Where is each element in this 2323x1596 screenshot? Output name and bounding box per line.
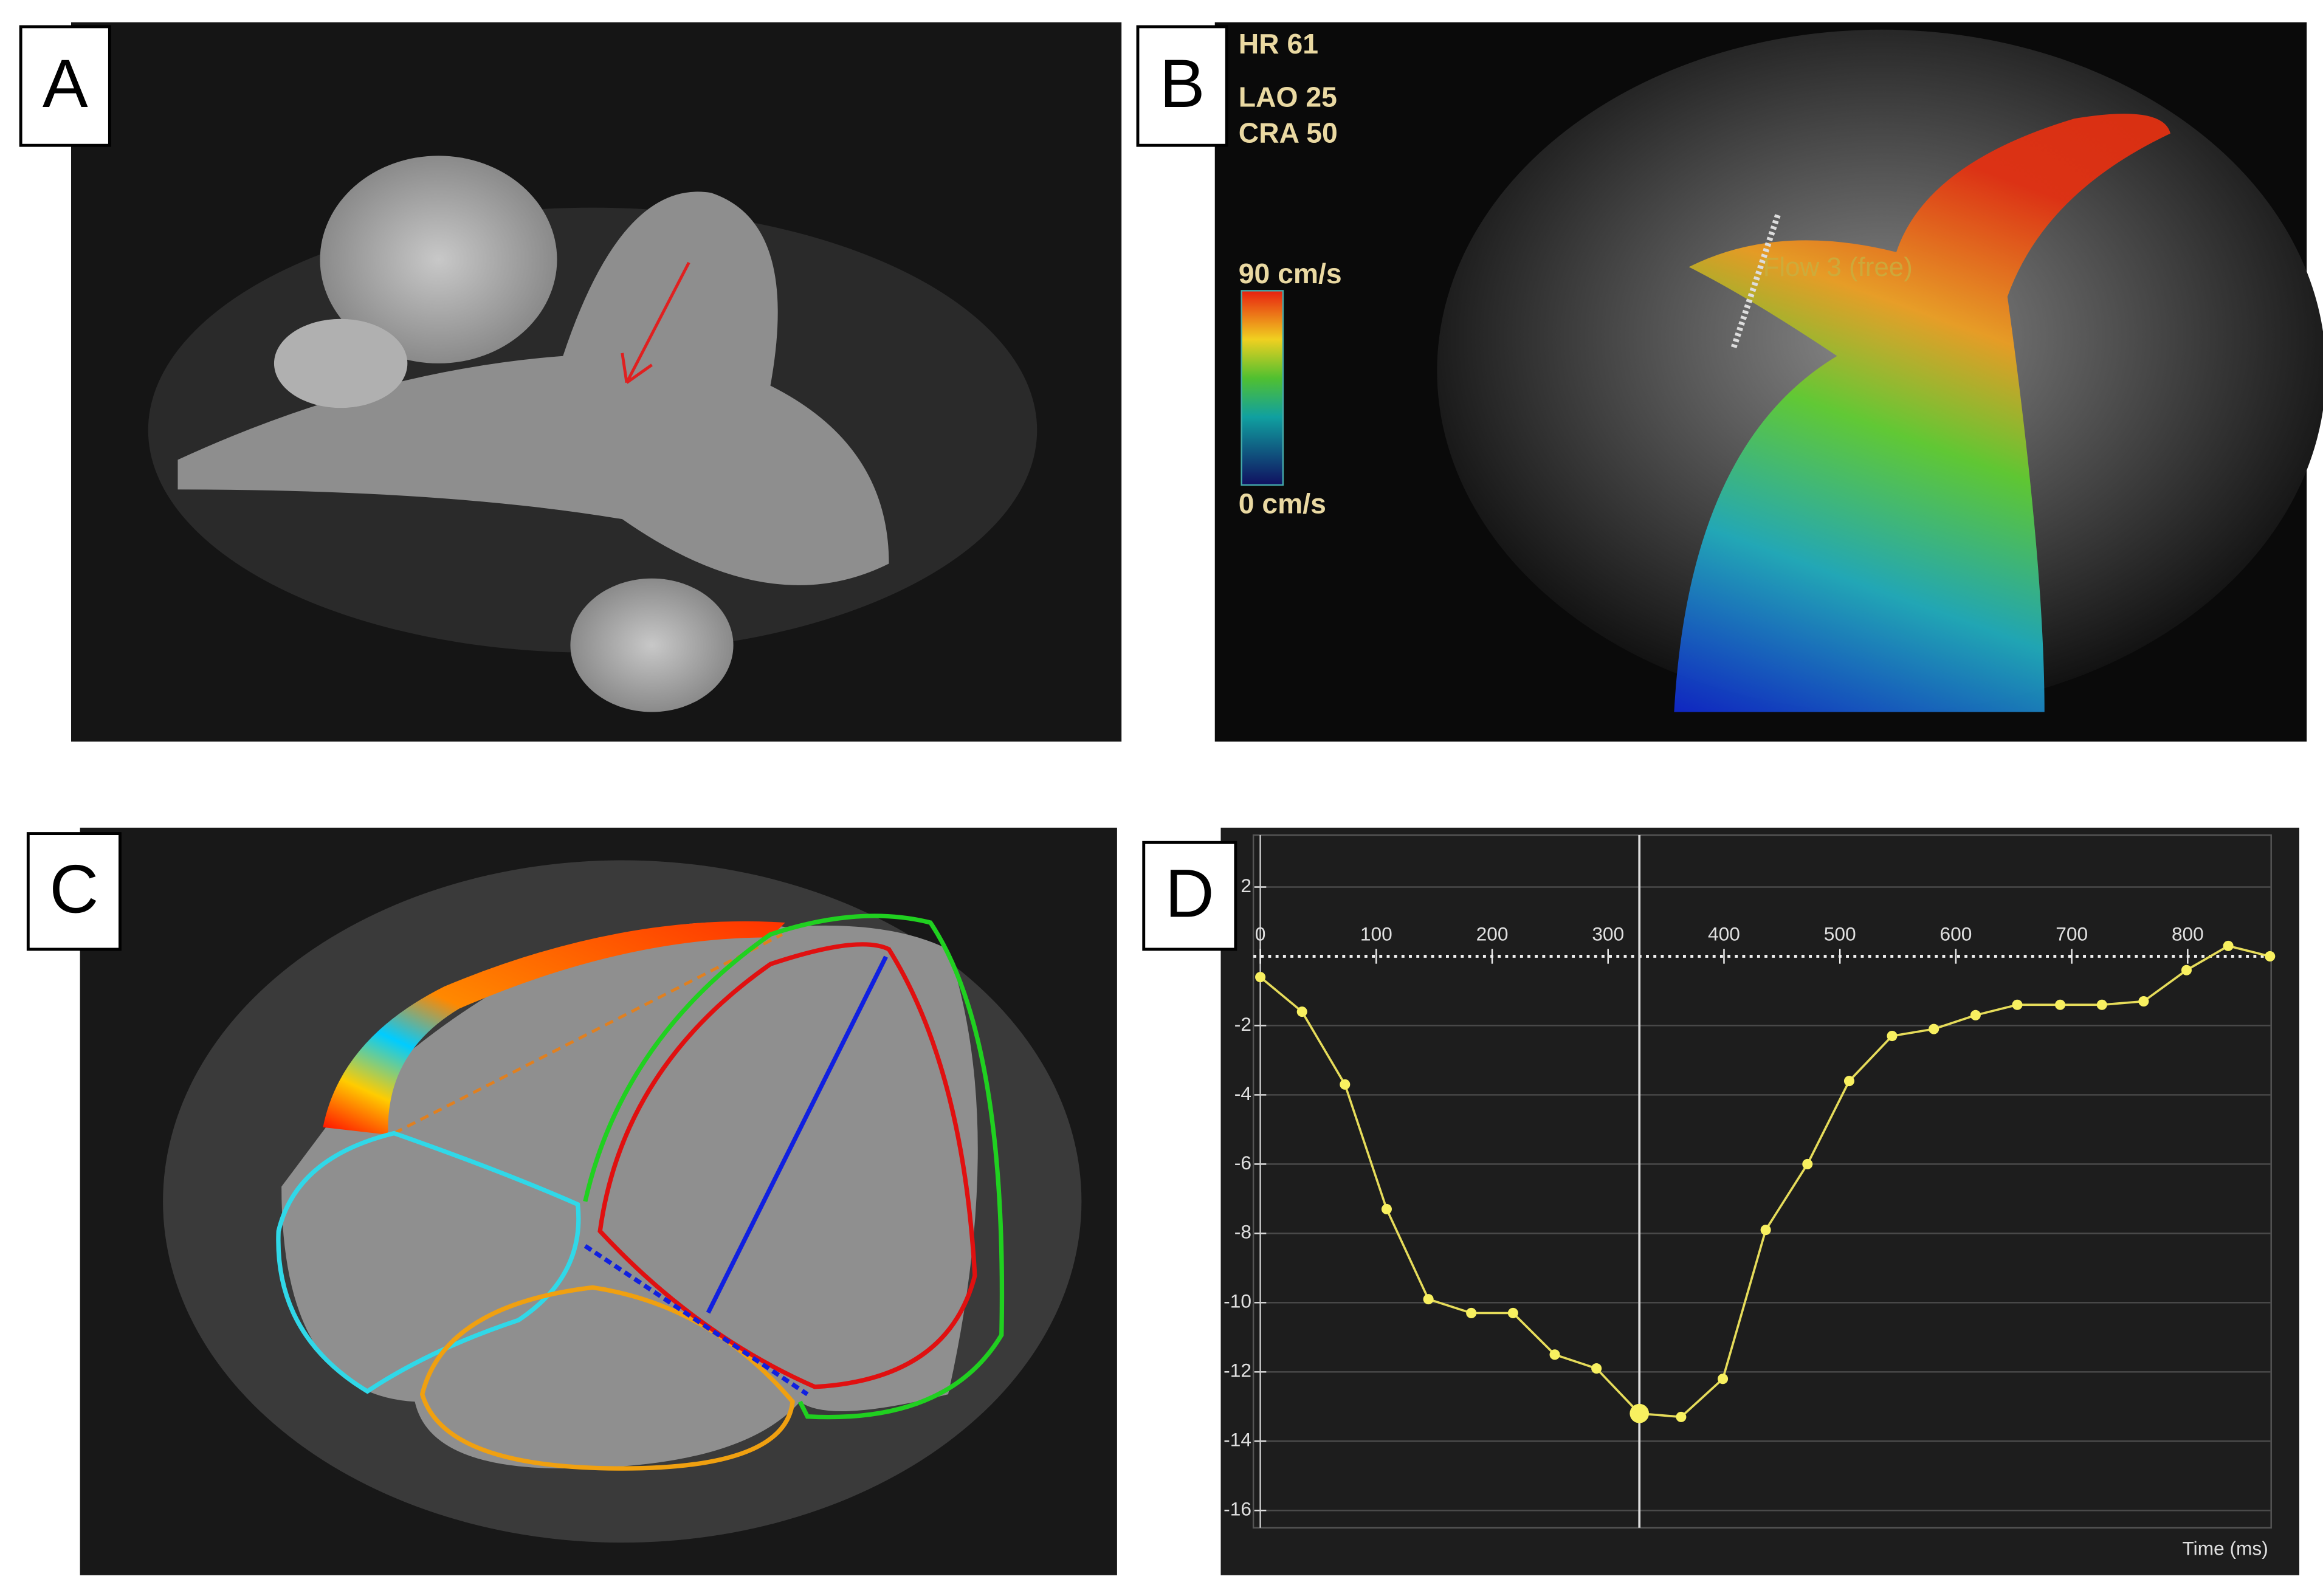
y-tick-label: 2 [1241,875,1251,896]
data-point [1887,1030,1898,1042]
y-tick-label: -2 [1234,1013,1251,1035]
data-point [2055,999,2066,1010]
panel-label: A [43,45,88,122]
data-point [1381,1203,1392,1215]
x-tick-label: 100 [1360,923,1392,945]
y-tick-label: -4 [1234,1082,1251,1104]
lao-angle: LAO 25 [1239,81,1337,113]
data-point [1423,1294,1434,1305]
scale-max: 90 cm/s [1239,258,1342,289]
data-point [1929,1023,1939,1034]
data-point [1507,1307,1518,1318]
x-axis-label: Time (ms) [2183,1538,2268,1560]
cra-angle: CRA 50 [1239,117,1338,148]
chart-background [1220,827,2299,1575]
x-tick-label: 0 [1255,923,1266,945]
data-point [2138,996,2149,1007]
data-point [1970,1010,1981,1020]
y-tick-label: -8 [1234,1221,1251,1243]
chart: 2 -2 -4 -6 -8 -10 -12 -14 -16 0 100 200 300 400 500 600… [1223,835,2276,1560]
panel-labels: A B C D [19,25,1237,951]
data-point [1296,1006,1307,1017]
x-tick-label: 500 [1824,923,1856,945]
x-tick-label: 600 [1939,923,1972,945]
data-point [1591,1363,1602,1374]
y-tick-label: -10 [1223,1290,1251,1312]
panel-a-image [71,22,1122,742]
data-point [1466,1307,1477,1318]
data-point [1718,1374,1729,1384]
data-point [1760,1225,1771,1236]
data-point [2096,999,2107,1010]
data-point [1676,1411,1687,1422]
data-point [2265,951,2276,962]
data-point [2181,965,2192,975]
data-point [2012,999,2023,1010]
x-tick-label: 400 [1708,923,1740,945]
scale-min: 0 cm/s [1239,487,1326,519]
panel-label: C [49,850,98,927]
x-tick-label: 700 [2056,923,2088,945]
data-point [1340,1079,1351,1090]
x-tick-label: 800 [2172,923,2204,945]
x-tick-label: 200 [1476,923,1509,945]
data-point [1255,972,1266,983]
y-tick-label: -12 [1223,1360,1251,1381]
y-tick-label: -14 [1223,1429,1251,1451]
heart-rate: HR 61 [1239,28,1318,60]
panel-label: D [1165,855,1214,932]
data-point [2223,940,2234,951]
y-tick-label: -16 [1223,1498,1251,1520]
data-point [1549,1349,1560,1360]
panel-label: B [1160,45,1205,122]
data-point [1630,1403,1650,1423]
x-tick-label: 300 [1592,923,1624,945]
plane-label: Flow 3 (free) [1763,252,1913,282]
panel-b-image: HR 61 LAO 25 CRA 50 90 cm/s 0 cm/s Flow … [1214,22,2323,742]
data-point [1802,1158,1813,1169]
data-point [1843,1076,1854,1087]
plot-frame [1252,834,2272,1529]
panel-c-image [80,827,1117,1575]
y-tick-label: -6 [1234,1152,1251,1174]
